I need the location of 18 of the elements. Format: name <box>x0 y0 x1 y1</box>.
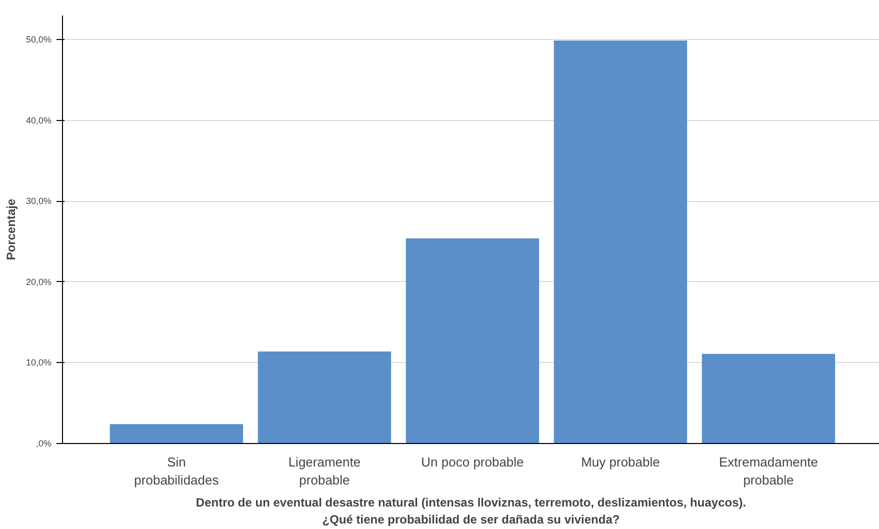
x-tick-label: Ligeramente probable <box>288 454 361 488</box>
y-tick-label: 40,0% <box>26 115 52 126</box>
bar <box>702 354 836 444</box>
x-tick-label: Sin probabilidades <box>134 454 220 488</box>
bar <box>554 40 688 444</box>
y-tick-label: 20,0% <box>26 276 52 287</box>
y-tick-label: ,0% <box>36 438 52 448</box>
bar <box>406 238 540 444</box>
x-tick-label: Extremadamente probable <box>719 454 818 488</box>
x-tick-label: Muy probable <box>581 454 660 470</box>
bar <box>258 351 392 444</box>
y-tick-label: 30,0% <box>26 196 52 206</box>
y-tick-label: 10,0% <box>26 358 52 368</box>
y-tick-label: 50,0% <box>26 34 52 45</box>
x-axis-title: Dentro de un eventual desastre natural (intensas lloviznas, terremoto, deslizamientos, huaycos). ¿Qué tiene probabilidad de ser dañada su vivienda? <box>196 496 746 526</box>
x-tick-label: Un poco probable <box>421 454 524 470</box>
y-axis-title: Porcentaje <box>4 198 18 260</box>
bar <box>110 424 244 444</box>
